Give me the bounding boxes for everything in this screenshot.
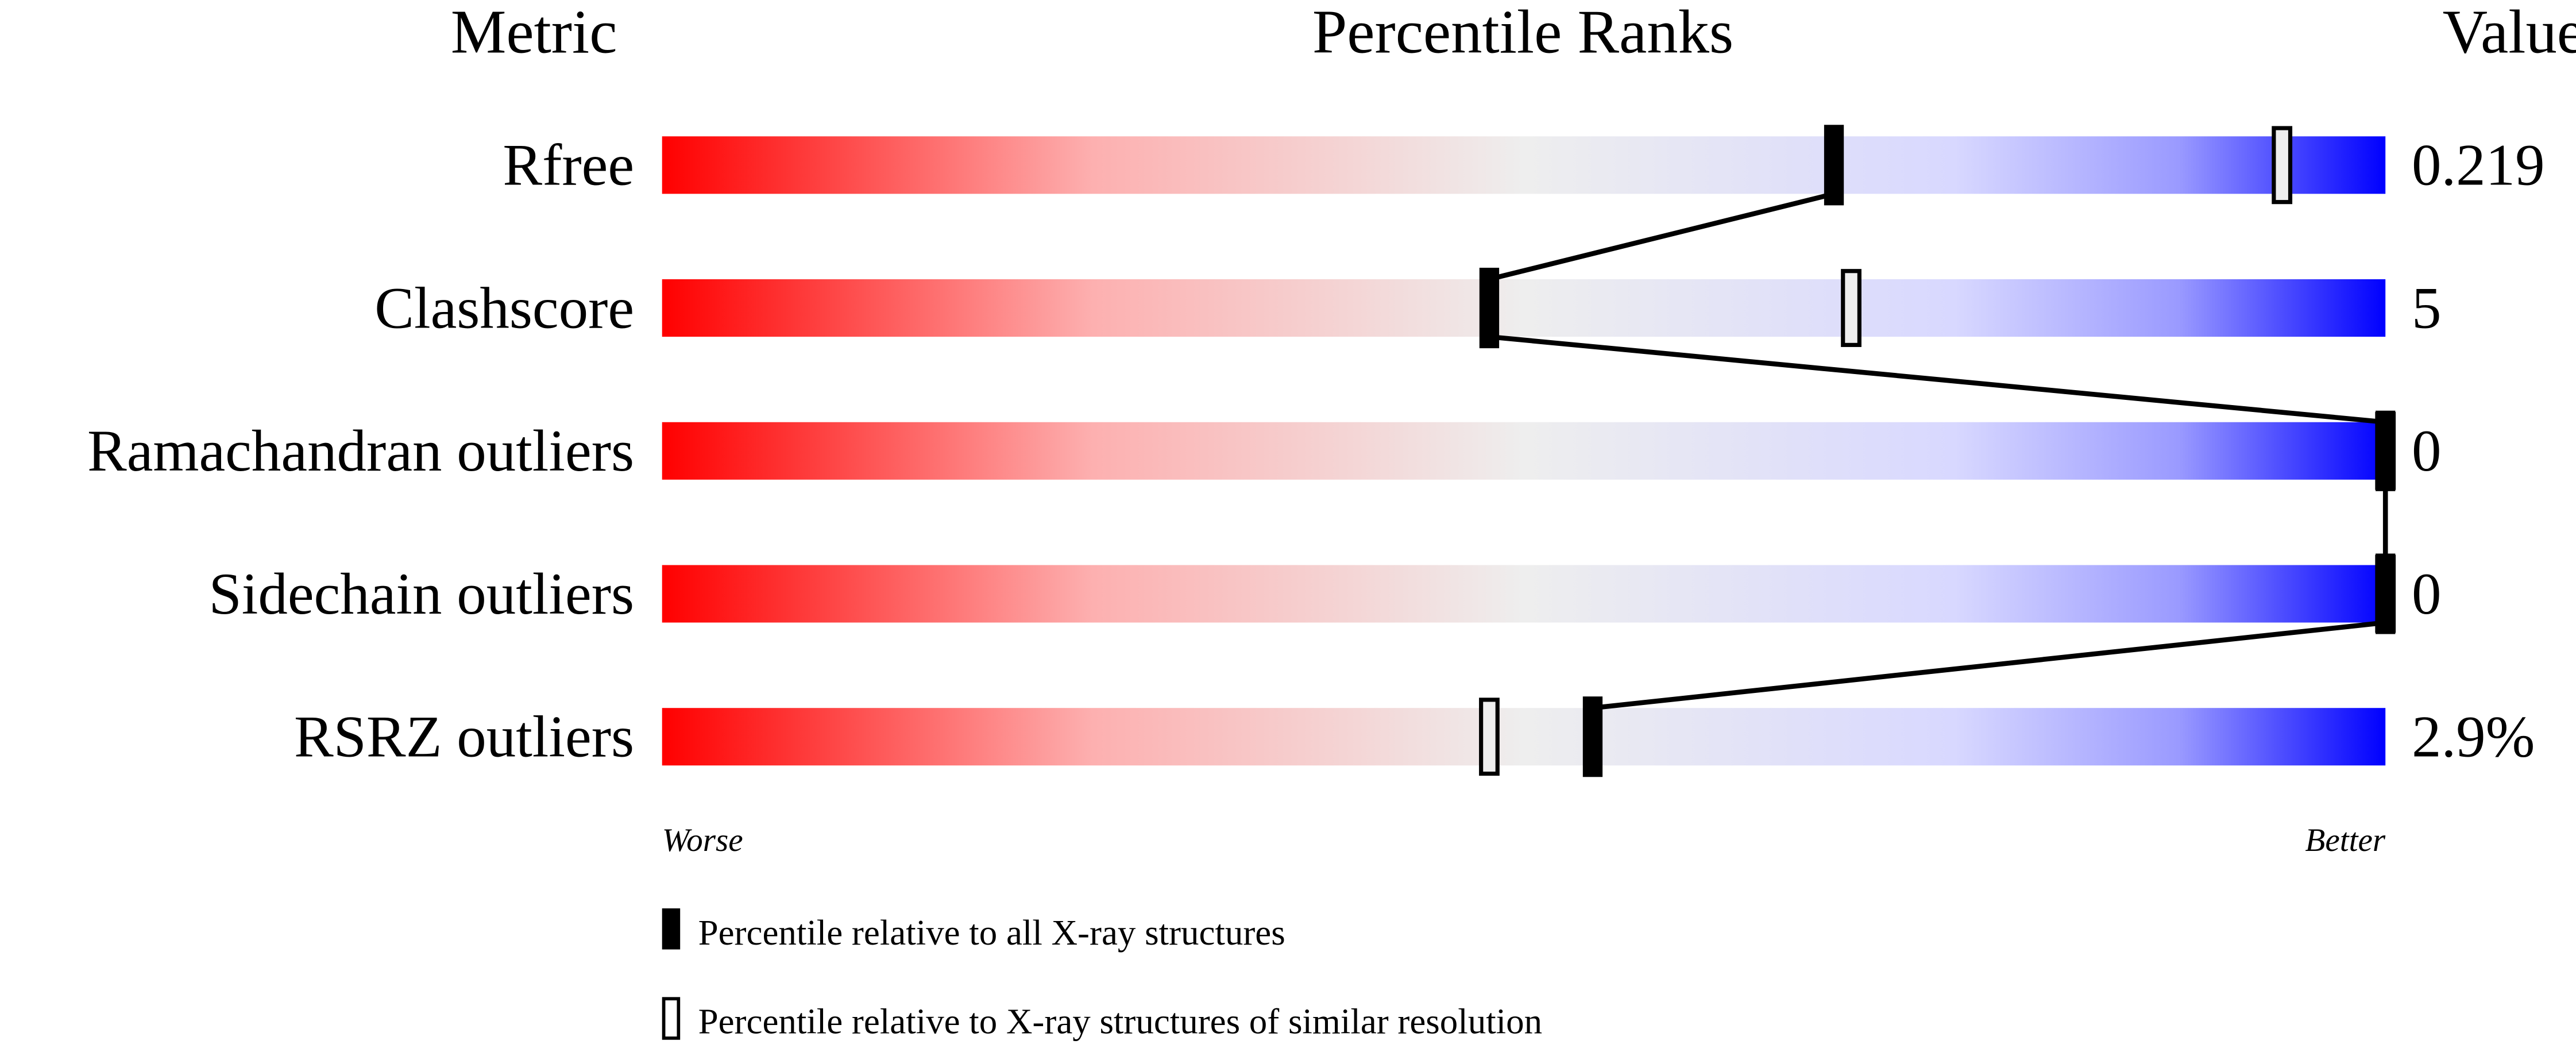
percentile-bar [662,708,2386,766]
metric-label: RSRZ outliers [294,704,634,770]
metric-value: 2.9% [2412,704,2535,770]
marker-all-structures [1582,696,1603,777]
percentile-bar [662,279,2386,337]
metric-value: 0 [2412,418,2441,484]
metric-label: Ramachandran outliers [87,418,634,484]
metric-header: Metric [451,0,617,66]
percentile-bar [662,422,2386,480]
percentile-bar [662,565,2386,623]
metric-label: Clashscore [374,275,634,341]
metric-value: 0.219 [2412,133,2545,198]
marker-all-structures [1479,268,1500,349]
marker-similar-resolution [1841,269,1861,347]
worse-label: Worse [662,822,743,858]
metric-label: Rfree [503,133,634,198]
legend-similar: Percentile relative to X-ray structures … [698,1001,1542,1041]
metric-label: Sidechain outliers [208,561,634,627]
better-label: Better [2305,822,2386,858]
percentile-bar [662,136,2386,194]
metric-value: 5 [2412,275,2441,341]
value-header: Value [2443,0,2576,66]
marker-all-structures [2376,553,2396,634]
legend-open-marker [662,997,681,1040]
percentile-header: Percentile Ranks [1312,0,1733,66]
legend-all: Percentile relative to all X-ray structu… [698,912,1285,953]
marker-all-structures [2376,410,2396,491]
metric-value: 0 [2412,561,2441,627]
marker-all-structures [1824,125,1844,206]
legend-filled-marker [662,908,681,950]
marker-similar-resolution [2272,126,2293,205]
marker-similar-resolution [1479,698,1500,776]
